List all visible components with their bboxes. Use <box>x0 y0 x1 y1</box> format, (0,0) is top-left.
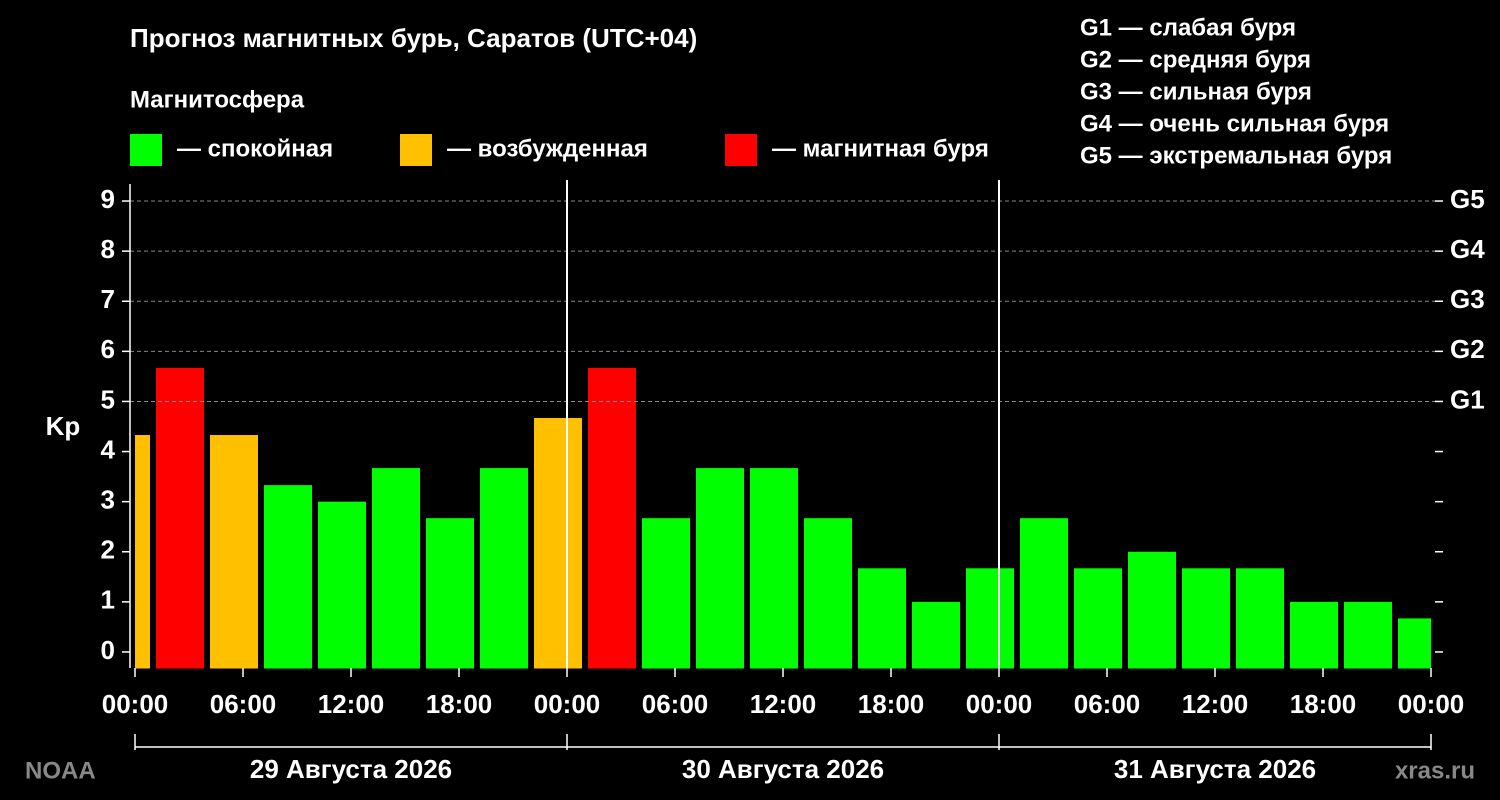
source: NOAA <box>25 757 96 784</box>
x-tick-label: 18:00 <box>858 689 925 719</box>
bar <box>318 501 366 669</box>
x-tick-label: 00:00 <box>1398 689 1465 719</box>
bar <box>1020 518 1068 669</box>
bar <box>135 435 150 669</box>
chart-title: Прогноз магнитных бурь, Саратов (UTC+04) <box>130 23 697 53</box>
scale-legend-item: G4 — очень сильная буря <box>1080 110 1389 137</box>
bar <box>912 601 960 669</box>
day-label: 30 Августа 2026 <box>682 754 884 784</box>
x-tick-label: 12:00 <box>318 689 385 719</box>
bar <box>642 518 690 669</box>
x-tick-label: 06:00 <box>1074 689 1141 719</box>
y2-tick-label: G2 <box>1450 334 1485 364</box>
y2-tick-label: G5 <box>1450 184 1485 214</box>
y-tick-label: 2 <box>101 535 115 565</box>
bar <box>426 518 474 669</box>
watermark: xras.ru <box>1395 757 1475 784</box>
bar <box>1074 568 1122 669</box>
y-tick-label: 1 <box>101 585 115 615</box>
scale-legend-item: G2 — средняя буря <box>1080 46 1311 73</box>
legend-label: — возбужденная <box>447 135 648 162</box>
bar <box>750 468 798 669</box>
scale-legend-item: G3 — сильная буря <box>1080 78 1312 105</box>
bar <box>858 568 906 669</box>
y-tick-label: 4 <box>101 434 116 464</box>
x-tick-label: 00:00 <box>102 689 169 719</box>
bar <box>534 417 582 669</box>
y-tick-label: 9 <box>101 184 115 214</box>
bar <box>1398 618 1431 669</box>
bar <box>1290 601 1338 669</box>
legend-label: — спокойная <box>177 135 333 162</box>
plot-area <box>135 367 1431 669</box>
bar <box>1128 551 1176 669</box>
legend-swatch <box>725 134 757 166</box>
x-tick-label: 00:00 <box>966 689 1033 719</box>
scale-legend-item: G5 — экстремальная буря <box>1080 142 1392 169</box>
day-label: 31 Августа 2026 <box>1114 754 1316 784</box>
scale-legend-item: G1 — слабая буря <box>1080 14 1296 41</box>
y-tick-label: 3 <box>101 485 115 515</box>
x-tick-label: 06:00 <box>642 689 709 719</box>
y-axis-label: Kp <box>46 411 81 441</box>
x-tick-label: 00:00 <box>534 689 601 719</box>
bar <box>264 485 312 669</box>
y2-tick-label: G1 <box>1450 384 1485 414</box>
y-tick-label: 7 <box>101 284 115 314</box>
bar <box>480 468 528 669</box>
chart-subtitle: Магнитосфера <box>130 86 305 113</box>
bar <box>372 468 420 669</box>
legend-swatch <box>130 134 162 166</box>
y-tick-label: 0 <box>101 635 115 665</box>
y2-tick-label: G4 <box>1450 234 1485 264</box>
x-tick-label: 06:00 <box>210 689 277 719</box>
y-tick-label: 8 <box>101 234 115 264</box>
bar <box>156 367 204 669</box>
day-label: 29 Августа 2026 <box>250 754 452 784</box>
y-tick-label: 6 <box>101 334 115 364</box>
legend-label: — магнитная буря <box>772 135 989 162</box>
y-tick-label: 5 <box>101 384 115 414</box>
x-tick-label: 12:00 <box>750 689 817 719</box>
legend-swatch <box>400 134 432 166</box>
bar <box>966 568 1014 669</box>
bar <box>1236 568 1284 669</box>
bar <box>804 518 852 669</box>
x-tick-label: 18:00 <box>1290 689 1357 719</box>
bar <box>210 435 258 669</box>
x-tick-label: 18:00 <box>426 689 493 719</box>
bar <box>1344 601 1392 669</box>
bar <box>1182 568 1230 669</box>
y2-tick-label: G3 <box>1450 284 1485 314</box>
x-tick-label: 12:00 <box>1182 689 1249 719</box>
bar <box>696 468 744 669</box>
bar <box>588 367 636 669</box>
